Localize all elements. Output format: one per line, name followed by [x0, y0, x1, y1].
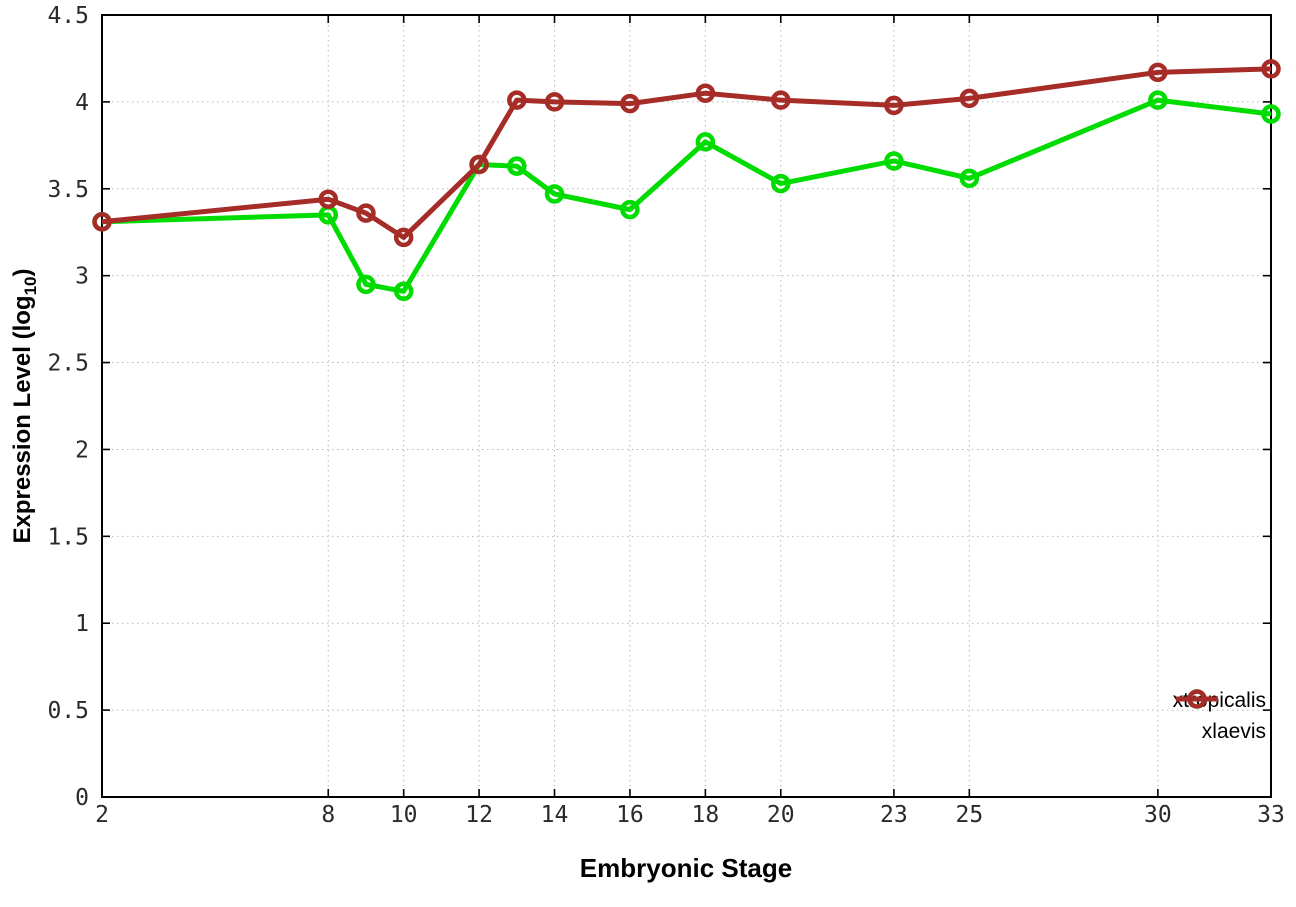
data-point-xlaevis [1261, 59, 1281, 79]
data-point-xlaevis [695, 83, 716, 103]
y-axis-title-suffix: ) [9, 269, 36, 277]
x-tick-label: 25 [955, 802, 983, 828]
y-tick-label: 0.5 [47, 698, 89, 724]
x-tick-label: 14 [541, 802, 569, 828]
x-tick-label: 2 [95, 802, 109, 828]
data-point-xtropicalis [620, 199, 640, 220]
y-tick-label: 4.5 [47, 3, 89, 29]
data-point-xlaevis [469, 154, 489, 175]
series-line-xtropicalis [101, 97, 1272, 294]
y-tick-label: 1 [75, 611, 89, 637]
data-point-xlaevis [620, 93, 640, 114]
data-point-xtropicalis [695, 132, 716, 152]
y-tick-label: 2.5 [47, 351, 89, 377]
x-tick-label: 30 [1144, 802, 1172, 828]
x-tick-label: 8 [321, 802, 335, 828]
y-tick-label: 0 [75, 785, 89, 811]
data-point-xtropicalis [507, 156, 527, 176]
data-point-xtropicalis [356, 274, 376, 295]
y-axis-title-prefix: Expression Level (log [9, 295, 36, 543]
data-point-xtropicalis [884, 151, 904, 171]
legend: xtropicalis xlaevis [1173, 686, 1266, 746]
y-axis-title-subscript: 10 [21, 277, 40, 296]
x-tick-label: 23 [880, 802, 908, 828]
plot-border [101, 14, 1272, 798]
data-point-xlaevis [1148, 62, 1168, 83]
legend-marker-xlaevis-icon [1175, 689, 1218, 709]
x-tick-label: 12 [465, 802, 493, 828]
data-point-xlaevis [544, 92, 565, 112]
y-tick-label: 2 [75, 437, 89, 463]
data-point-xtropicalis [959, 168, 980, 189]
y-tick-label: 4 [75, 90, 89, 116]
data-point-xlaevis [393, 227, 414, 248]
y-tick-label: 1.5 [47, 524, 89, 550]
legend-label-xlaevis: xlaevis [1201, 720, 1266, 743]
data-point-xtropicalis [393, 281, 414, 302]
data-point-xlaevis [959, 88, 980, 109]
data-point-xtropicalis [1261, 104, 1281, 124]
data-point-xlaevis [356, 203, 376, 223]
data-point-xlaevis [884, 95, 904, 116]
data-point-xlaevis [318, 189, 339, 209]
legend-item-xlaevis: xlaevis [1173, 689, 1266, 746]
data-point-xtropicalis [544, 184, 565, 204]
x-tick-label: 20 [767, 802, 795, 828]
x-tick-label: 10 [390, 802, 418, 828]
data-point-xtropicalis [771, 173, 791, 194]
data-point-xlaevis [771, 90, 791, 110]
data-point-xlaevis [507, 90, 527, 110]
x-tick-label: 16 [616, 802, 644, 828]
data-point-xtropicalis [1148, 90, 1168, 110]
y-tick-label: 3.5 [47, 177, 89, 203]
x-axis-title: Embryonic Stage [580, 853, 792, 883]
x-tick-label: 33 [1257, 802, 1285, 828]
x-tick-label: 18 [692, 802, 720, 828]
data-point-xlaevis [92, 212, 112, 232]
y-axis-title: Expression Level (log10) [9, 269, 40, 544]
y-tick-label: 3 [75, 264, 89, 290]
series-line-xlaevis [101, 66, 1272, 240]
